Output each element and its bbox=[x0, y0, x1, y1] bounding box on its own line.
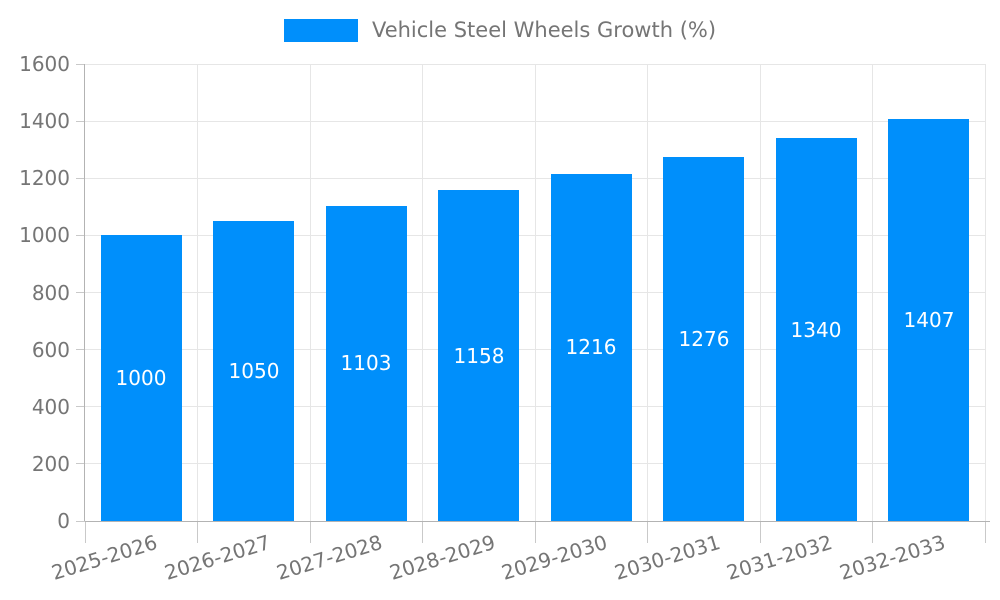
gridline-vertical bbox=[309, 64, 311, 521]
gridline-vertical bbox=[872, 64, 873, 521]
y-axis-tick bbox=[76, 234, 85, 236]
x-axis-tick bbox=[984, 521, 986, 543]
gridline-vertical bbox=[984, 64, 986, 521]
y-tick-label: 1000 bbox=[19, 223, 70, 248]
bar[interactable] bbox=[101, 235, 182, 521]
y-axis-tick bbox=[76, 63, 85, 65]
y-tick-label: 400 bbox=[31, 394, 70, 419]
y-axis-tick bbox=[76, 177, 85, 179]
y-tick-label: 1200 bbox=[19, 166, 70, 191]
x-axis-tick bbox=[422, 521, 423, 543]
y-axis-tick bbox=[76, 520, 85, 522]
gridline-vertical bbox=[647, 64, 648, 521]
bar[interactable] bbox=[888, 119, 969, 521]
y-axis-tick bbox=[76, 349, 85, 351]
x-axis-tick bbox=[84, 521, 86, 543]
bar[interactable] bbox=[326, 205, 407, 521]
y-tick-label: 800 bbox=[31, 280, 70, 305]
x-axis-tick bbox=[872, 521, 873, 543]
x-axis-tick bbox=[534, 521, 536, 543]
x-axis-tick bbox=[197, 521, 198, 543]
gridline-vertical bbox=[197, 64, 198, 521]
y-tick-label: 1600 bbox=[19, 52, 70, 76]
x-axis-tick bbox=[309, 521, 311, 543]
gridline-vertical bbox=[422, 64, 423, 521]
bar[interactable] bbox=[213, 221, 294, 521]
y-tick-label: 0 bbox=[57, 509, 70, 533]
bar[interactable] bbox=[551, 173, 632, 521]
legend[interactable]: Vehicle Steel Wheels Growth (%) bbox=[0, 17, 1000, 43]
y-axis-tick bbox=[76, 292, 85, 293]
legend-swatch-icon bbox=[283, 18, 358, 42]
legend-label: Vehicle Steel Wheels Growth (%) bbox=[371, 18, 717, 42]
gridline-vertical bbox=[759, 64, 761, 521]
y-axis bbox=[84, 64, 85, 521]
x-axis-tick bbox=[759, 521, 761, 543]
y-axis-tick bbox=[76, 463, 85, 465]
x-axis bbox=[85, 521, 990, 522]
bar[interactable] bbox=[776, 138, 857, 521]
y-tick-label: 1400 bbox=[19, 109, 70, 134]
y-tick-label: 600 bbox=[31, 337, 70, 362]
y-tick-label: 200 bbox=[31, 451, 70, 476]
bar[interactable] bbox=[663, 156, 744, 521]
x-axis-tick bbox=[647, 521, 648, 543]
bar[interactable] bbox=[438, 190, 519, 521]
y-axis-tick bbox=[76, 406, 85, 408]
gridline-vertical bbox=[534, 64, 536, 521]
y-axis-tick bbox=[76, 120, 85, 122]
